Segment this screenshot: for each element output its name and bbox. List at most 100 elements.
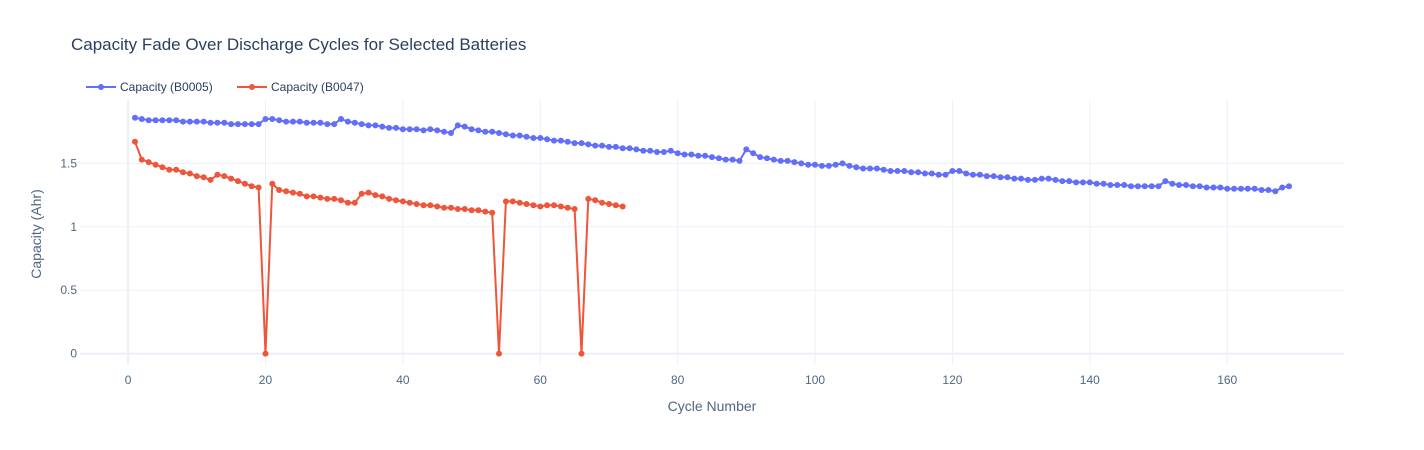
data-point[interactable] — [241, 180, 248, 187]
data-point[interactable] — [798, 160, 805, 167]
data-point[interactable] — [667, 147, 674, 154]
data-point[interactable] — [1059, 178, 1066, 185]
data-point[interactable] — [235, 178, 241, 185]
data-point[interactable] — [619, 145, 626, 152]
data-point[interactable] — [523, 201, 530, 207]
data-point[interactable] — [303, 119, 310, 126]
data-point[interactable] — [1073, 179, 1080, 186]
data-point[interactable] — [805, 161, 812, 168]
data-point[interactable] — [592, 197, 599, 204]
data-point[interactable] — [956, 168, 963, 174]
data-point[interactable] — [207, 176, 214, 183]
data-point[interactable] — [530, 135, 537, 141]
data-point[interactable] — [338, 116, 344, 122]
data-point[interactable] — [606, 143, 612, 150]
data-point[interactable] — [1279, 184, 1286, 191]
data-point[interactable] — [619, 203, 626, 210]
data-point[interactable] — [379, 123, 386, 130]
data-point[interactable] — [434, 203, 441, 210]
data-point[interactable] — [1224, 185, 1231, 192]
data-point[interactable] — [880, 166, 887, 173]
data-point[interactable] — [970, 171, 976, 178]
data-point[interactable] — [1183, 182, 1189, 188]
data-point[interactable] — [557, 137, 564, 144]
data-point[interactable] — [791, 159, 798, 166]
data-point[interactable] — [200, 118, 207, 125]
data-point[interactable] — [406, 199, 413, 206]
data-point[interactable] — [764, 155, 770, 162]
data-point[interactable] — [770, 156, 777, 163]
data-point[interactable] — [578, 140, 585, 147]
legend-item-b0005[interactable]: Capacity (B0005) — [86, 80, 213, 94]
data-point[interactable] — [1052, 176, 1059, 183]
data-point[interactable] — [269, 180, 276, 187]
data-point[interactable] — [393, 197, 399, 204]
data-point[interactable] — [372, 192, 379, 199]
data-point[interactable] — [654, 149, 660, 155]
data-point[interactable] — [544, 202, 551, 209]
data-point[interactable] — [599, 142, 606, 149]
data-point[interactable] — [1121, 182, 1128, 188]
data-point[interactable] — [1025, 176, 1031, 183]
data-point[interactable] — [296, 190, 303, 197]
data-point[interactable] — [193, 118, 200, 125]
data-point[interactable] — [633, 146, 640, 153]
data-point[interactable] — [358, 121, 365, 128]
data-point[interactable] — [612, 202, 619, 209]
data-point[interactable] — [351, 199, 358, 206]
data-point[interactable] — [1107, 182, 1114, 188]
data-point[interactable] — [180, 169, 186, 176]
data-point[interactable] — [1080, 179, 1086, 186]
data-point[interactable] — [461, 123, 468, 130]
data-point[interactable] — [1176, 182, 1183, 188]
data-point[interactable] — [496, 350, 502, 357]
data-point[interactable] — [180, 118, 186, 125]
data-point[interactable] — [1244, 185, 1251, 192]
data-point[interactable] — [262, 116, 269, 122]
data-point[interactable] — [255, 184, 262, 191]
data-point[interactable] — [853, 164, 860, 171]
data-point[interactable] — [489, 128, 496, 135]
legend[interactable]: Capacity (B0005) Capacity (B0047) — [86, 80, 364, 94]
data-point[interactable] — [310, 119, 317, 126]
data-point[interactable] — [640, 147, 647, 154]
data-point[interactable] — [502, 131, 509, 138]
data-point[interactable] — [1093, 180, 1100, 187]
data-point[interactable] — [983, 173, 990, 180]
data-point[interactable] — [152, 117, 159, 124]
data-point[interactable] — [509, 198, 516, 205]
data-point[interactable] — [386, 195, 393, 202]
data-point[interactable] — [1086, 179, 1093, 186]
data-point[interactable] — [1066, 178, 1073, 185]
data-point[interactable] — [132, 114, 138, 121]
data-point[interactable] — [502, 198, 509, 205]
data-point[interactable] — [894, 168, 901, 174]
data-point[interactable] — [777, 157, 784, 164]
data-point[interactable] — [846, 162, 853, 169]
data-point[interactable] — [571, 206, 578, 212]
data-point[interactable] — [290, 118, 296, 125]
data-point[interactable] — [248, 121, 255, 128]
data-point[interactable] — [1004, 174, 1011, 181]
data-point[interactable] — [1231, 185, 1238, 192]
data-point[interactable] — [269, 116, 276, 122]
data-point[interactable] — [990, 173, 997, 180]
data-point[interactable] — [551, 137, 557, 144]
data-point[interactable] — [262, 350, 269, 357]
data-point[interactable] — [585, 195, 592, 202]
data-point[interactable] — [702, 152, 709, 159]
data-point[interactable] — [248, 183, 255, 190]
data-point[interactable] — [1217, 184, 1224, 191]
data-point[interactable] — [997, 174, 1004, 181]
data-point[interactable] — [145, 159, 152, 166]
data-point[interactable] — [1141, 183, 1148, 190]
data-point[interactable] — [214, 119, 221, 126]
data-point[interactable] — [1134, 183, 1141, 190]
data-point[interactable] — [647, 147, 654, 154]
data-point[interactable] — [399, 126, 406, 133]
data-point[interactable] — [537, 203, 544, 210]
data-point[interactable] — [1169, 180, 1176, 187]
data-point[interactable] — [475, 127, 482, 134]
data-point[interactable] — [324, 195, 331, 202]
data-point[interactable] — [537, 135, 544, 141]
